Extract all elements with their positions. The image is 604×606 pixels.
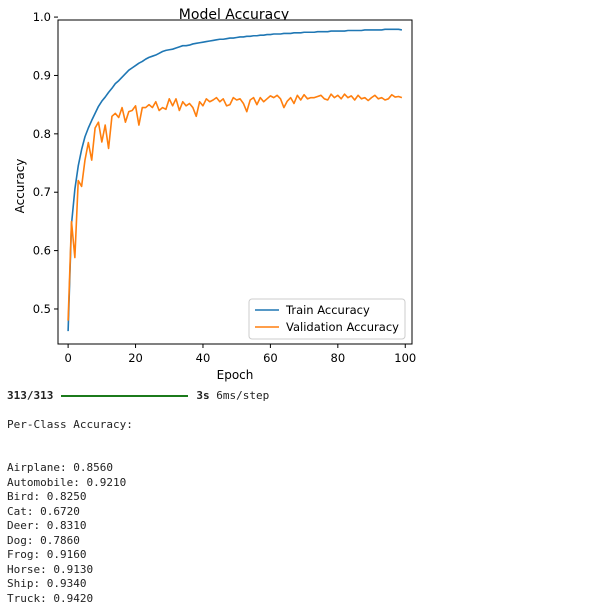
y-axis-label: Accuracy <box>13 159 27 214</box>
y-tick-label: 0.8 <box>33 127 51 141</box>
per-class-title: Per-Class Accuracy: <box>7 418 133 433</box>
per-class-item: Airplane: 0.8560 <box>7 461 126 476</box>
per-class-item: Dog: 0.7860 <box>7 534 126 549</box>
x-tick-label: 100 <box>394 351 416 365</box>
per-class-item: Horse: 0.9130 <box>7 563 126 578</box>
legend-label-train: Train Accuracy <box>285 303 370 317</box>
progress-rate: 6ms/step <box>216 389 269 404</box>
legend-label-validation: Validation Accuracy <box>286 320 399 334</box>
legend: Train Accuracy Validation Accuracy <box>249 299 405 339</box>
progress-steps: 313/313 <box>7 389 53 404</box>
y-axis-ticks: 0.5 0.6 0.7 0.8 0.9 1.0 <box>33 10 58 316</box>
y-tick-label: 0.9 <box>33 68 51 82</box>
x-tick-label: 40 <box>196 351 211 365</box>
per-class-item: Truck: 0.9420 <box>7 592 126 606</box>
x-tick-label: 80 <box>331 351 346 365</box>
plot-area <box>58 20 412 344</box>
per-class-item: Automobile: 0.9210 <box>7 476 126 491</box>
progress-bar <box>61 395 188 397</box>
progress-line: 313/313 3s 6ms/step <box>7 389 269 404</box>
x-axis-ticks: 0 20 40 60 80 100 <box>64 344 416 365</box>
x-tick-label: 60 <box>263 351 278 365</box>
x-tick-label: 20 <box>128 351 143 365</box>
y-tick-label: 1.0 <box>33 10 51 24</box>
per-class-item: Cat: 0.6720 <box>7 505 126 520</box>
x-axis-label: Epoch <box>217 368 254 382</box>
per-class-item: Deer: 0.8310 <box>7 519 126 534</box>
per-class-item: Ship: 0.9340 <box>7 577 126 592</box>
progress-time: 3s <box>196 389 209 404</box>
x-tick-label: 0 <box>64 351 71 365</box>
y-tick-label: 0.7 <box>33 185 51 199</box>
y-tick-label: 0.5 <box>33 302 51 316</box>
per-class-item: Bird: 0.8250 <box>7 490 126 505</box>
y-tick-label: 0.6 <box>33 244 51 258</box>
per-class-item: Frog: 0.9160 <box>7 548 126 563</box>
